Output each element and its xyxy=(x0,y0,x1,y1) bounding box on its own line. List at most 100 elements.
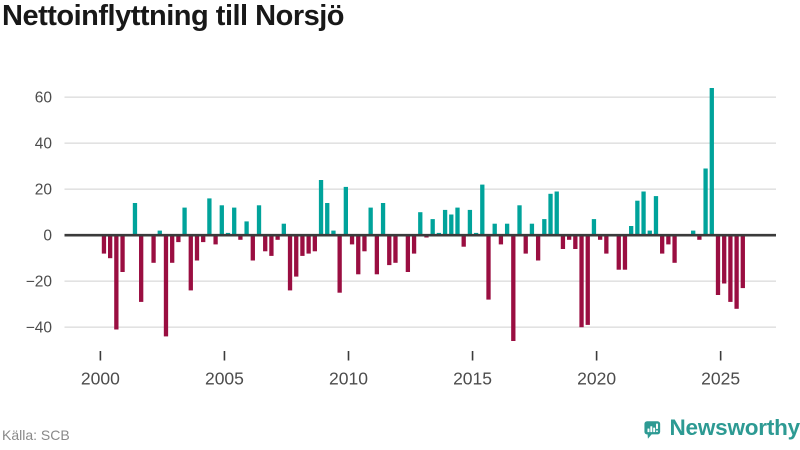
bar xyxy=(201,235,206,243)
bar xyxy=(393,235,398,263)
bar xyxy=(660,235,665,254)
bar xyxy=(163,235,169,337)
bar xyxy=(182,207,187,236)
bar xyxy=(170,235,175,263)
bar xyxy=(622,235,628,270)
bar xyxy=(275,235,280,240)
bar xyxy=(343,186,348,236)
bar xyxy=(256,205,262,236)
bar xyxy=(325,203,330,236)
bar xyxy=(318,180,324,236)
bar xyxy=(362,235,367,252)
bar xyxy=(232,207,237,236)
bar xyxy=(653,196,659,236)
bar xyxy=(238,235,243,240)
bar xyxy=(114,235,119,330)
bar xyxy=(585,235,590,325)
newsworthy-logo[interactable]: Newsworthy xyxy=(644,409,800,450)
bar xyxy=(672,235,677,263)
bar xyxy=(207,198,212,236)
bar xyxy=(287,235,293,291)
bar xyxy=(560,235,566,249)
bar xyxy=(120,235,125,272)
bar xyxy=(647,230,652,236)
y-axis-label: −20 xyxy=(26,274,53,291)
y-axis-label: 0 xyxy=(43,228,52,245)
y-axis-label: 20 xyxy=(35,182,53,199)
bar xyxy=(300,235,305,256)
bar xyxy=(535,235,541,261)
bar xyxy=(176,235,181,243)
bar xyxy=(157,230,162,236)
bar xyxy=(449,214,454,236)
bar xyxy=(504,223,510,236)
chart-title: Nettoinflyttning till Norsjö xyxy=(2,0,345,32)
bar xyxy=(349,235,355,245)
bar xyxy=(629,226,634,236)
bar xyxy=(269,235,274,256)
bar xyxy=(337,235,342,293)
source-label: Källa: SCB xyxy=(2,427,70,443)
y-axis-label: 40 xyxy=(35,136,53,153)
x-axis-label: 2015 xyxy=(453,369,492,389)
bar xyxy=(374,235,380,275)
bar xyxy=(529,223,535,236)
bar xyxy=(697,235,702,240)
bar xyxy=(691,230,696,236)
bar xyxy=(573,235,578,249)
bar xyxy=(418,212,423,236)
y-axis-label: 60 xyxy=(35,90,53,107)
bar xyxy=(455,207,460,236)
bar xyxy=(666,235,671,245)
bar xyxy=(641,191,646,236)
bar xyxy=(542,219,547,236)
bar xyxy=(616,235,621,270)
bar xyxy=(194,235,200,261)
bar xyxy=(591,219,597,236)
bar xyxy=(331,230,336,236)
bar xyxy=(467,209,473,236)
bar xyxy=(294,235,299,277)
bar xyxy=(188,235,193,291)
bar xyxy=(244,221,249,236)
bar xyxy=(219,205,224,236)
bar xyxy=(740,235,745,289)
bar xyxy=(139,235,144,302)
x-axis-label: 2010 xyxy=(329,369,368,389)
bar xyxy=(511,235,516,341)
bar xyxy=(728,235,733,302)
bar xyxy=(151,235,156,263)
bar xyxy=(312,235,317,252)
bar xyxy=(486,235,491,300)
bar xyxy=(101,235,107,254)
bar xyxy=(405,235,411,272)
bar xyxy=(213,235,218,245)
newsworthy-wordmark: Newsworthy xyxy=(669,415,800,440)
bar xyxy=(250,235,255,261)
bar xyxy=(461,235,466,247)
bar xyxy=(480,184,485,236)
bar xyxy=(598,235,603,240)
bar xyxy=(722,235,727,284)
bar xyxy=(411,235,417,254)
bar xyxy=(430,219,435,236)
y-axis-label: −40 xyxy=(26,320,53,337)
bar xyxy=(566,235,572,240)
bar xyxy=(715,235,721,295)
bar xyxy=(709,88,714,236)
bar xyxy=(356,235,361,275)
bar xyxy=(635,200,640,236)
bar xyxy=(703,168,708,236)
bar xyxy=(579,235,584,328)
bar xyxy=(263,235,268,252)
bar xyxy=(306,235,311,254)
bar xyxy=(523,235,528,254)
x-axis-label: 2000 xyxy=(81,369,120,389)
x-axis-label: 2005 xyxy=(205,369,244,389)
bar xyxy=(281,223,286,236)
x-axis-label: 2025 xyxy=(701,369,740,389)
bar xyxy=(517,205,522,236)
bar xyxy=(554,191,559,236)
